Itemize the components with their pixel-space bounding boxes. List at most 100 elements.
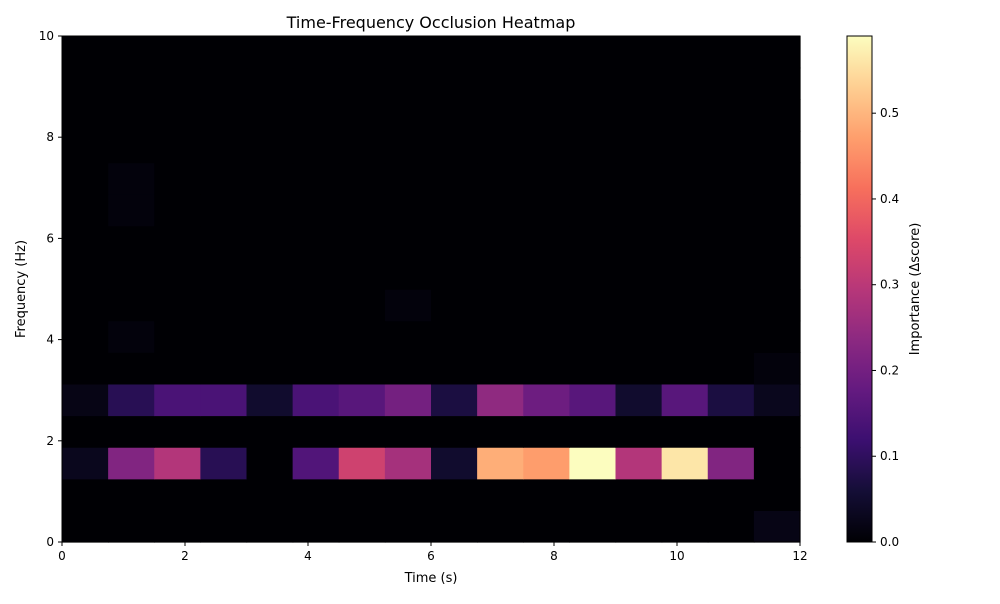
heatmap-cell [246, 383, 294, 417]
heatmap-cell [200, 510, 248, 543]
heatmap-cell [431, 320, 478, 353]
heatmap-cell [523, 289, 570, 322]
heatmap-cell [154, 415, 201, 448]
heatmap-cell [615, 415, 663, 448]
heatmap-cell [523, 194, 570, 227]
heatmap-cell [62, 99, 109, 132]
y-axis-label: Frequency (Hz) [14, 240, 29, 338]
heatmap-cell [200, 99, 248, 132]
heatmap-cell [246, 257, 294, 290]
heatmap-cell [523, 383, 570, 417]
heatmap-cell [292, 36, 340, 69]
heatmap-cell [615, 320, 663, 353]
heatmap-cell [569, 162, 617, 195]
heatmap-cell [523, 225, 570, 258]
heatmap-cell [523, 415, 570, 448]
heatmap-cell [292, 447, 340, 480]
heatmap-cell [338, 478, 386, 511]
heatmap-cell [707, 289, 755, 322]
colorbar-tick-label: 0.1 [880, 449, 899, 463]
heatmap-cell [154, 257, 201, 290]
y-tick-label: 6 [46, 231, 54, 245]
heatmap-cell [615, 478, 663, 511]
heatmap-cell [431, 478, 478, 511]
colorbar-tick-label: 0.0 [880, 535, 899, 549]
heatmap-cell [338, 162, 386, 195]
colorbar-axis: 0.0 0.1 0.2 0.3 0.4 0.5 [872, 106, 899, 549]
heatmap-cell [62, 320, 109, 353]
heatmap-cell [108, 257, 155, 290]
heatmap-cell [615, 36, 663, 69]
heatmap-cell [707, 162, 755, 195]
heatmap-cell [569, 320, 617, 353]
heatmap-cell [384, 162, 432, 195]
heatmap-cell [154, 225, 201, 258]
heatmap-cell [615, 383, 663, 417]
heatmap-cell [200, 415, 248, 448]
heatmap-cell [154, 510, 201, 543]
heatmap-cell [62, 194, 109, 227]
heatmap-cell [661, 162, 709, 195]
heatmap-cell [292, 162, 340, 195]
heatmap-cell [569, 194, 617, 227]
heatmap-cell [384, 36, 432, 69]
heatmap-cell [384, 225, 432, 258]
heatmap-cell [108, 289, 155, 322]
heatmap-cell [431, 67, 478, 100]
heatmap-cell [753, 447, 801, 480]
colorbar-label: Importance (Δscore) [908, 223, 923, 356]
heatmap-cell [292, 415, 340, 448]
heatmap-cell [154, 67, 201, 100]
heatmap-cell [661, 225, 709, 258]
heatmap-cell [154, 99, 201, 132]
heatmap-cell [661, 99, 709, 132]
heatmap-cell [62, 478, 109, 511]
heatmap-cell [661, 447, 709, 480]
heatmap-cell [661, 289, 709, 322]
heatmap-cell [108, 130, 155, 164]
heatmap-cell [338, 510, 386, 543]
y-tick-label: 4 [46, 333, 54, 347]
heatmap-cell [477, 162, 524, 195]
heatmap-cell [246, 225, 294, 258]
heatmap-cell [154, 352, 201, 385]
heatmap-cell [431, 447, 478, 480]
heatmap-cell [661, 383, 709, 417]
x-tick-label: 12 [792, 549, 807, 563]
heatmap-cell [108, 415, 155, 448]
heatmap-cell [384, 130, 432, 164]
heatmap-cell [62, 36, 109, 69]
heatmap-cell [200, 447, 248, 480]
heatmap-cell [523, 162, 570, 195]
y-tick-label: 10 [39, 29, 54, 43]
heatmap-cell [292, 352, 340, 385]
heatmap-cell [246, 320, 294, 353]
heatmap-cell [707, 257, 755, 290]
heatmap-cell [523, 510, 570, 543]
heatmap-cell [661, 67, 709, 100]
x-tick-label: 2 [181, 549, 189, 563]
heatmap-cell [477, 194, 524, 227]
x-tick-label: 6 [427, 549, 435, 563]
heatmap-cell [477, 67, 524, 100]
heatmap-cell [431, 289, 478, 322]
colorbar-tick-label: 0.4 [880, 192, 899, 206]
x-tick-label: 10 [669, 549, 684, 563]
x-tick-label: 8 [550, 549, 558, 563]
heatmap-cell [569, 447, 617, 480]
heatmap-cell [431, 352, 478, 385]
heatmap-cell [753, 67, 801, 100]
heatmap-cell [523, 130, 570, 164]
heatmap-cell [477, 36, 524, 69]
heatmap-cell [338, 225, 386, 258]
heatmap-cell [200, 383, 248, 417]
heatmap-cell [200, 194, 248, 227]
heatmap-cell [753, 130, 801, 164]
heatmap-cell [246, 289, 294, 322]
heatmap-cell [338, 320, 386, 353]
heatmap-cell [292, 320, 340, 353]
x-tick-label: 0 [58, 549, 66, 563]
heatmap-cell [338, 257, 386, 290]
heatmap-cell [661, 415, 709, 448]
